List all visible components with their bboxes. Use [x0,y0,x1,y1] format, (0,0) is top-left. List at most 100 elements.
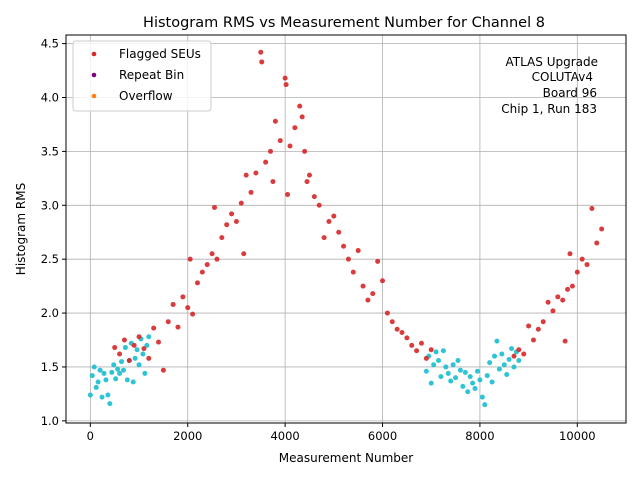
data-point-flagged [297,103,303,109]
data-point-unflagged [455,357,461,363]
data-point-unflagged [109,369,115,375]
data-point-flagged [375,258,381,264]
x-tick-label: 10000 [559,429,596,443]
data-point-flagged [599,226,605,232]
data-point-flagged [569,283,575,289]
x-tick-label: 2000 [173,429,202,443]
legend-label-overflow: Overflow [119,89,173,103]
y-tick-label: 4.0 [41,91,59,105]
data-point-flagged [399,329,405,335]
data-point-unflagged [144,342,150,348]
x-tick-label: 6000 [368,429,397,443]
data-point-flagged [350,269,356,275]
data-point-flagged [584,262,590,268]
data-point-flagged [165,319,171,325]
data-point-flagged [511,353,517,359]
annotation-line-2: COLUTAv4 [532,70,593,84]
data-point-flagged [209,251,215,257]
data-point-unflagged [95,379,101,385]
data-point-unflagged [482,402,488,408]
data-point-flagged [259,59,265,65]
data-point-unflagged [445,370,451,376]
data-point-flagged [565,286,571,292]
axis-ticks: 0 2000 4000 6000 8000 10000 1.0 1.5 2.0 2.5 3.0 3.5… [41,37,596,443]
legend-marker-repeat-bin [91,72,97,78]
data-point-unflagged [130,379,136,385]
data-point-flagged [311,194,317,200]
data-point-flagged [283,82,289,88]
data-point-flagged [404,335,410,341]
data-point-flagged [530,337,536,343]
data-point-unflagged [134,347,140,353]
x-tick-label: 0 [87,429,94,443]
data-point-unflagged [111,362,117,368]
data-point-flagged [241,251,247,257]
data-point-unflagged [450,362,456,368]
data-point-unflagged [433,349,439,355]
data-point-flagged [126,357,132,363]
data-point-unflagged [440,348,446,354]
data-point-flagged [336,229,342,235]
data-point-unflagged [136,362,142,368]
data-point-flagged [545,299,551,305]
data-point-unflagged [470,380,476,386]
data-point-flagged [287,143,293,149]
data-point-unflagged [457,367,463,373]
data-point-unflagged [448,378,454,384]
legend-label-repeat-bin: Repeat Bin [119,68,184,82]
data-point-flagged [423,355,429,361]
data-point-unflagged [474,368,480,374]
data-point-flagged [170,301,176,307]
data-point-unflagged [499,351,505,357]
data-point-flagged [117,351,123,357]
data-point-flagged [282,75,288,81]
chart-title: Histogram RMS vs Measurement Number for … [143,15,545,31]
data-point-flagged [175,324,181,330]
data-point-flagged [258,49,264,55]
data-point-flagged [214,256,220,262]
data-point-unflagged [93,384,99,390]
data-point-unflagged [460,383,466,389]
data-point-flagged [253,170,259,176]
data-point-unflagged [477,377,483,383]
data-point-unflagged [489,379,495,385]
x-axis-label: Measurement Number [279,451,413,465]
data-point-flagged [136,334,142,340]
data-point-flagged [187,256,193,262]
data-point-flagged [428,347,434,353]
legend-marker-flagged-seus [91,51,97,57]
data-point-unflagged [103,377,109,383]
data-point-unflagged [465,389,471,395]
y-tick-label: 3.0 [41,198,59,212]
legend: Flagged SEUs Repeat Bin Overflow [72,40,212,112]
data-point-unflagged [487,360,493,366]
data-point-unflagged [142,370,148,376]
y-axis-label: Histogram RMS [14,183,28,275]
data-point-flagged [185,305,191,311]
data-point-unflagged [492,353,498,359]
data-point-flagged [277,138,283,144]
data-point-flagged [299,114,305,120]
annotation-line-3: Board 96 [543,86,597,100]
data-point-flagged [212,204,218,210]
data-point-flagged [516,347,522,353]
data-point-flagged [384,310,390,316]
legend-label-flagged-seus: Flagged SEUs [119,47,201,61]
data-point-flagged [272,118,278,124]
data-point-unflagged [99,394,105,400]
data-point-flagged [341,243,347,249]
data-point-flagged [229,211,235,217]
data-point-flagged [199,269,205,275]
data-point-flagged [219,235,225,241]
x-tick-label: 8000 [465,429,494,443]
data-point-flagged [521,351,527,357]
data-point-flagged [589,206,595,212]
data-point-flagged [321,235,327,241]
data-point-unflagged [506,356,512,362]
data-point-unflagged [501,362,507,368]
data-point-flagged [579,256,585,262]
data-point-flagged [270,179,276,185]
data-point-unflagged [119,359,125,365]
data-point-flagged [243,172,249,178]
